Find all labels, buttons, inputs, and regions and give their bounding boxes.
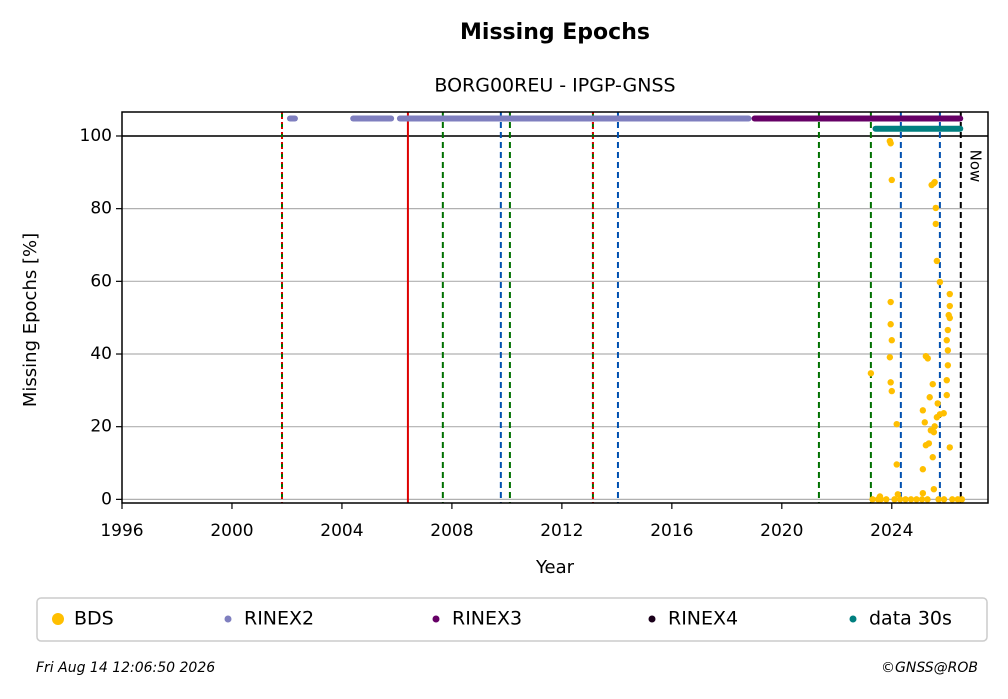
- data-point: [925, 440, 933, 447]
- data-point: [946, 290, 953, 298]
- plot-frame: [121, 111, 989, 504]
- legend-label: RINEX4: [668, 608, 738, 630]
- footer-credit: ©GNSS@ROB: [881, 660, 978, 676]
- data-point: [949, 496, 956, 503]
- data-point: [887, 379, 894, 386]
- data-point: [869, 496, 876, 503]
- data-point: [919, 407, 927, 414]
- event-label: Now: [966, 150, 984, 183]
- x-tick-label: 1996: [100, 521, 143, 541]
- data-point: [946, 444, 953, 451]
- data-point: [944, 347, 952, 354]
- data-point: [936, 278, 944, 286]
- data-point: [929, 454, 936, 461]
- y-tick-label: 80: [90, 199, 112, 219]
- data-point: [932, 220, 939, 228]
- data-point: [933, 257, 941, 265]
- coverage-band: [286, 115, 298, 122]
- data-point: [930, 428, 938, 436]
- legend-label: RINEX2: [244, 608, 314, 630]
- data-point: [887, 298, 894, 306]
- data-point: [876, 493, 884, 500]
- data-point: [946, 302, 953, 310]
- legend-label: BDS: [74, 608, 114, 630]
- data-point: [932, 204, 939, 212]
- data-point: [891, 496, 898, 503]
- data-point: [887, 321, 894, 328]
- data-point: [924, 496, 931, 503]
- legend-marker: [432, 615, 440, 623]
- data-point: [944, 326, 952, 334]
- data-point: [931, 423, 938, 430]
- legend-marker: [224, 615, 232, 623]
- x-tick-label: 2020: [760, 521, 803, 541]
- legend-label: data 30s: [869, 608, 952, 630]
- data-point: [918, 496, 926, 503]
- chart-subtitle: BORG00REU - IPGP-GNSS: [434, 75, 675, 97]
- coverage-band: [751, 115, 964, 122]
- data-point: [940, 496, 948, 503]
- y-tick-label: 60: [90, 271, 112, 291]
- data-point: [943, 337, 950, 344]
- data-point: [893, 420, 900, 428]
- data-point: [888, 337, 895, 344]
- data-point: [934, 400, 941, 407]
- data-point: [935, 496, 942, 503]
- data-point: [943, 391, 950, 399]
- data-point: [944, 362, 952, 369]
- data-point: [902, 496, 909, 503]
- data-point: [926, 394, 933, 401]
- x-tick-label: 2012: [540, 521, 583, 541]
- data-point: [893, 461, 900, 468]
- coverage-band: [396, 115, 752, 122]
- data-point: [894, 491, 902, 498]
- data-point: [924, 355, 931, 362]
- data-point: [867, 370, 875, 377]
- data-point: [888, 387, 895, 395]
- footer-date: Fri Aug 14 12:06:50 2026: [36, 660, 215, 676]
- y-axis-label: Missing Epochs [%]: [20, 233, 41, 407]
- data-point: [896, 496, 904, 503]
- legend-box: [36, 597, 988, 642]
- legend-label: RINEX3: [452, 608, 522, 630]
- coverage-band: [872, 125, 964, 132]
- legend-marker: [849, 615, 857, 623]
- data-point: [907, 496, 915, 503]
- data-point: [888, 176, 895, 184]
- data-point: [930, 485, 938, 493]
- data-point: [913, 496, 920, 503]
- y-tick-label: 40: [90, 344, 112, 364]
- data-point: [886, 354, 894, 361]
- data-point: [921, 419, 928, 426]
- y-tick-label: 20: [90, 417, 112, 437]
- y-tick-label: 100: [80, 126, 112, 146]
- x-axis-label: Year: [535, 557, 575, 578]
- y-tick-label: 0: [101, 489, 112, 509]
- chart-title: Missing Epochs: [460, 20, 650, 45]
- data-point: [919, 489, 927, 497]
- x-tick-label: 2004: [320, 521, 363, 541]
- data-point: [958, 496, 966, 503]
- coverage-band: [350, 115, 395, 122]
- data-point: [931, 178, 938, 186]
- data-point: [943, 376, 950, 384]
- data-point: [883, 496, 890, 503]
- data-point: [919, 466, 927, 473]
- x-tick-label: 2000: [210, 521, 253, 541]
- data-point: [940, 410, 947, 417]
- legend-marker: [648, 615, 656, 623]
- data-point: [929, 380, 936, 388]
- data-point: [887, 140, 894, 147]
- x-tick-label: 2016: [650, 521, 693, 541]
- x-tick-label: 2024: [870, 521, 913, 541]
- legend-marker: [52, 613, 64, 625]
- data-point: [946, 314, 953, 322]
- x-tick-label: 2008: [430, 521, 473, 541]
